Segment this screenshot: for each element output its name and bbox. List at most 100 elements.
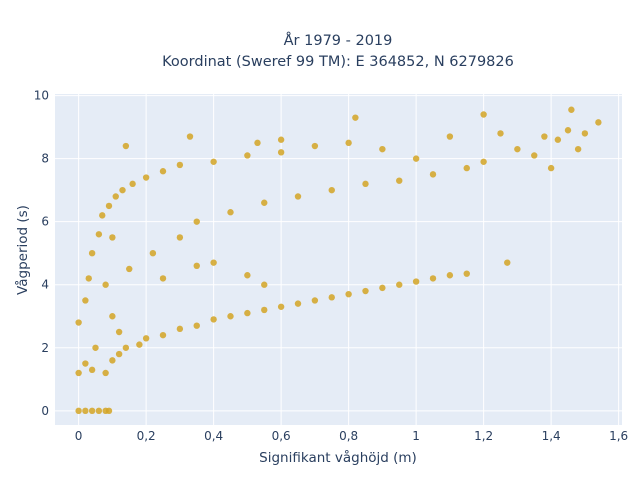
data-point (277, 149, 285, 156)
data-point (149, 249, 157, 257)
data-point (82, 360, 89, 367)
data-point (362, 287, 369, 295)
data-point (186, 133, 194, 140)
data-point (210, 259, 217, 266)
data-point (88, 249, 96, 257)
data-point (595, 119, 602, 126)
data-point (159, 275, 167, 282)
chart-title: År 1979 - 2019 (284, 32, 393, 49)
y-axis-title: Vågperiod (s) (14, 205, 31, 295)
x-tick-label: 1,2 (474, 429, 493, 443)
data-point (176, 325, 184, 333)
data-point (379, 145, 386, 153)
data-point (277, 303, 285, 310)
data-point (126, 265, 133, 273)
data-point (352, 114, 359, 121)
data-point (294, 300, 302, 307)
data-point (541, 133, 548, 140)
data-point (75, 369, 82, 377)
data-point (547, 164, 555, 172)
x-tick-label: 0,8 (339, 429, 358, 443)
data-point (497, 130, 504, 137)
data-point (119, 186, 126, 194)
y-tick-label: 10 (34, 89, 49, 103)
data-point (429, 275, 437, 282)
data-point (412, 278, 420, 285)
data-point (136, 341, 143, 348)
y-tick-label: 6 (41, 215, 49, 229)
plot-area (55, 94, 622, 425)
data-point (514, 145, 521, 153)
data-point (564, 127, 572, 134)
y-tick-label: 8 (41, 152, 49, 166)
data-point (122, 142, 130, 150)
data-point (311, 142, 319, 150)
data-point (531, 152, 538, 159)
data-point (581, 130, 589, 137)
data-point (254, 139, 261, 147)
data-point (88, 407, 96, 415)
data-point (429, 171, 437, 178)
x-tick-label: 0,4 (204, 429, 223, 443)
data-point (480, 158, 487, 165)
x-tick-label: 1,6 (609, 429, 628, 443)
data-point (412, 155, 420, 162)
data-point (446, 272, 454, 279)
data-point (244, 272, 251, 279)
data-point (210, 316, 217, 323)
data-point (82, 297, 89, 304)
data-point (102, 369, 109, 377)
data-point (82, 407, 89, 415)
data-point (105, 202, 113, 210)
data-point (75, 319, 82, 326)
data-point (142, 335, 150, 342)
data-point (122, 344, 130, 351)
data-point (345, 139, 352, 147)
data-point (142, 174, 150, 181)
data-point (294, 193, 302, 200)
data-point (362, 180, 369, 188)
data-point (504, 259, 511, 266)
data-point (92, 344, 99, 351)
data-point (85, 275, 92, 282)
x-tick-label: 0,2 (137, 429, 156, 443)
data-point (277, 136, 285, 143)
data-point (129, 180, 136, 188)
data-point (345, 290, 352, 298)
data-point (261, 281, 268, 288)
x-tick-label: 0 (75, 429, 83, 443)
y-tick-label: 2 (41, 341, 49, 355)
data-point (99, 212, 106, 219)
grid (55, 94, 622, 425)
data-point (396, 281, 403, 288)
x-tick-label: 1,4 (542, 429, 561, 443)
data-point (446, 133, 454, 140)
data-point (480, 111, 487, 118)
data-point (554, 136, 562, 143)
data-point (112, 193, 119, 200)
data-point (102, 281, 109, 288)
tick-labels: 0 0,2 0,4 0,6 0,8 1 1,2 1,4 1,6 0 2 4 6 8 10 (34, 89, 628, 443)
data-point (109, 313, 116, 320)
data-point (95, 231, 103, 238)
data-point (88, 366, 96, 374)
data-point (328, 294, 335, 301)
data-point (396, 177, 403, 184)
data-point (193, 262, 200, 270)
data-point (568, 106, 575, 113)
data-point (159, 331, 167, 339)
data-point (227, 313, 234, 320)
data-point (210, 158, 217, 165)
data-point (261, 199, 268, 206)
data-point (193, 322, 200, 329)
data-point (244, 309, 251, 317)
data-point (176, 234, 184, 241)
data-point (75, 407, 82, 415)
data-point (115, 328, 123, 336)
data-point (463, 164, 470, 172)
data-point (115, 350, 123, 358)
data-point (227, 209, 234, 216)
chart-subtitle: Koordinat (Sweref 99 TM): E 364852, N 62… (162, 54, 514, 70)
